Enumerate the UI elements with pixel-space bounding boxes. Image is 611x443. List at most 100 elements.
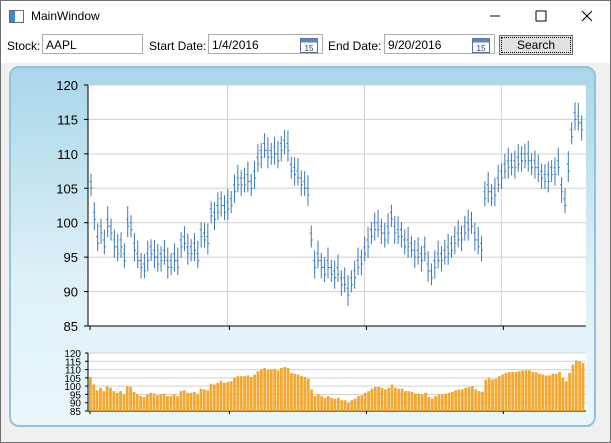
volume-bar [293,373,297,411]
volume-bar [176,396,179,411]
volume-bar [538,373,541,411]
volume-bar [517,371,521,411]
end-date-picker[interactable]: 9/20/2016 15 [384,34,495,54]
volume-bar [316,394,320,411]
start-date-label: Start Date: [149,39,207,53]
volume-bar [149,392,153,411]
volume-bar [119,391,122,411]
volume-bar [548,375,551,411]
volume-y-tick-label: 100 [64,382,81,393]
volume-bar [467,386,471,411]
volume-bar [437,394,441,411]
volume-bar [497,376,501,411]
volume-bar [310,389,313,411]
volume-bar [414,393,417,411]
calendar-icon[interactable]: 15 [300,37,318,53]
volume-bar [236,376,240,411]
volume-bar [484,379,488,411]
volume-bar [326,396,330,411]
volume-bar [377,386,380,411]
search-button[interactable]: Search [499,35,573,55]
volume-bar [574,360,578,411]
volume-bar [239,376,243,411]
price-y-tick-label: 100 [56,216,78,231]
minimize-icon [490,15,500,17]
volume-bar [115,392,119,411]
price-y-tick-label: 120 [56,78,78,93]
volume-bar [427,396,431,411]
volume-bar [461,389,464,411]
volume-bar [256,371,260,411]
title-bar[interactable]: MainWindow [1,1,610,31]
volume-bar [169,396,173,411]
volume-bar [192,391,196,411]
volume-bar [206,390,210,411]
volume-bar [139,396,143,411]
volume-bar [129,386,132,411]
close-button[interactable] [564,1,610,31]
volume-bar [145,394,149,411]
volume-bar [323,397,327,411]
volume-bar [474,389,478,411]
volume-bar [337,397,340,411]
volume-bar [313,396,317,411]
price-y-tick-label: 95 [64,250,78,265]
volume-bar [521,370,525,411]
volume-bar [186,392,189,411]
volume-bar [387,387,391,411]
volume-bar [166,396,169,411]
volume-bar [306,378,310,411]
volume-bar [558,372,561,411]
volume-bar [541,374,545,411]
volume-y-tick-label: 95 [70,390,82,401]
query-toolbar: Stock: AAPL Start Date: 1/4/2016 15 End … [1,31,610,63]
calendar-day: 15 [477,44,486,53]
close-icon [581,10,593,22]
volume-bar [283,367,287,411]
volume-bar [156,395,159,411]
volume-bar [142,396,146,411]
volume-bar [531,372,535,411]
volume-bar [534,372,538,411]
volume-bar [273,368,277,411]
volume-bar [350,400,354,411]
volume-bar [229,381,233,411]
volume-bar [300,376,303,411]
volume-bar [390,384,394,411]
volume-bar [179,391,183,411]
volume-bar [404,391,407,411]
volume-bar [367,391,370,411]
volume-bar [420,394,424,411]
calendar-day: 15 [305,44,314,53]
volume-y-tick-label: 85 [70,407,82,418]
volume-bar [213,384,216,411]
minimize-button[interactable] [472,1,518,31]
maximize-button[interactable] [518,1,564,31]
volume-bar [353,398,357,411]
volume-bar [363,392,367,411]
volume-bar [578,361,582,411]
volume-bar [303,377,307,411]
volume-bar [246,375,250,411]
volume-bar [568,372,571,411]
volume-bar [447,392,451,411]
stock-input[interactable]: AAPL [42,34,143,54]
volume-bar [333,398,337,411]
volume-bar [330,397,334,411]
volume-bar [243,376,246,411]
volume-bar [280,367,283,411]
volume-bar [259,369,263,411]
start-date-picker[interactable]: 1/4/2016 15 [208,34,323,54]
calendar-icon[interactable]: 15 [472,37,490,53]
end-date-label: End Date: [328,39,382,53]
stock-label: Stock: [7,39,41,53]
volume-bar [249,377,253,411]
price-y-tick-label: 85 [64,319,78,334]
volume-bar [564,381,568,411]
volume-bar [357,396,360,411]
volume-bar [102,391,106,411]
volume-bar [182,390,186,411]
volume-y-tick-label: 110 [65,366,81,377]
volume-bar [581,362,585,411]
end-date-value: 9/20/2016 [388,38,442,52]
